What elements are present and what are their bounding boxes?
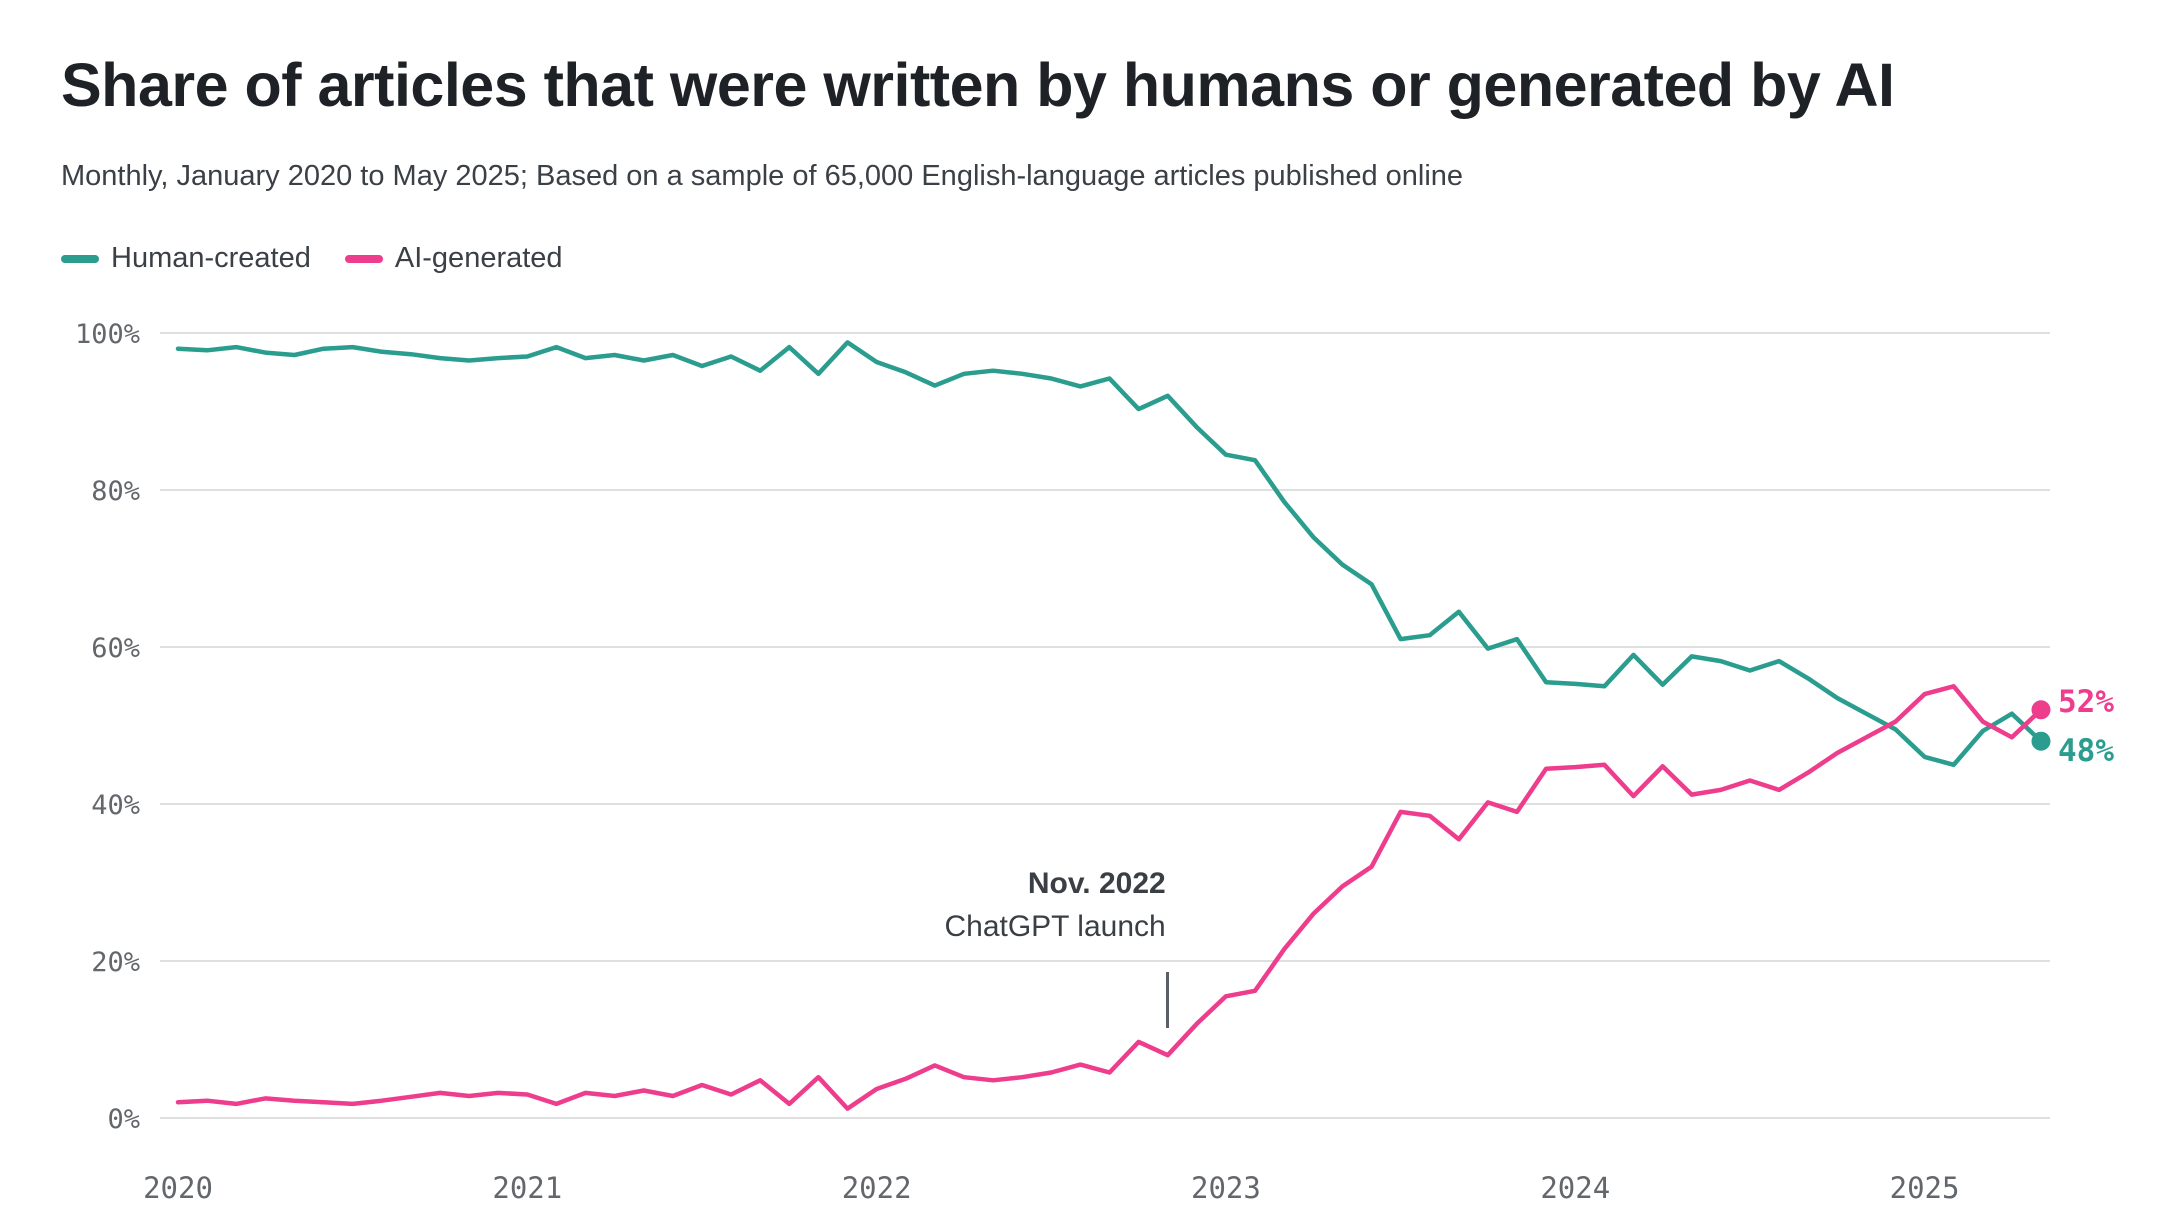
ai-generated-swatch-icon: [344, 254, 383, 263]
ai-generated-end-value-label: 52%: [2058, 683, 2114, 720]
y-axis-tick-label: 20%: [91, 947, 140, 978]
human-created-end-value-label: 48%: [2058, 733, 2114, 770]
human-created-line: [175, 340, 2044, 768]
x-axis-tick-label: 2025: [1890, 1171, 1960, 1205]
legend-item-ai-generated: AI-generated: [344, 242, 563, 275]
y-axis-tick-label: 40%: [91, 790, 140, 821]
legend-label-human-created: Human-created: [111, 242, 311, 274]
y-axis-tick-label: 100%: [75, 319, 140, 350]
y-axis-tick-label: 80%: [91, 476, 140, 507]
y-axis-tick-label: 60%: [91, 633, 140, 664]
x-axis-tick-label: 2021: [492, 1171, 562, 1205]
chart-subtitle: Monthly, January 2020 to May 2025; Based…: [61, 160, 1464, 192]
y-axis-tick-label: 0%: [107, 1104, 140, 1135]
x-axis-tick-label: 2020: [143, 1171, 213, 1205]
ai-generated-end-dot: [2031, 700, 2051, 720]
ai-generated-line: [175, 684, 2044, 1111]
annotation-date: Nov. 2022: [1027, 867, 1166, 900]
chart-legend: Human-created AI-generated: [61, 242, 563, 275]
legend-item-human-created: Human-created: [61, 242, 311, 275]
x-axis-tick-label: 2023: [1191, 1171, 1261, 1205]
x-axis-tick-label: 2022: [842, 1171, 912, 1205]
chatgpt-launch-annotation: Nov. 2022 ChatGPT launch: [944, 862, 1165, 948]
human-created-swatch-icon: [61, 254, 99, 263]
chart-title: Share of articles that were written by h…: [61, 51, 1895, 119]
x-axis-tick-label: 2024: [1540, 1171, 1610, 1205]
annotation-tick-mark: [1166, 972, 1170, 1028]
legend-label-ai-generated: AI-generated: [394, 242, 563, 274]
annotation-text: ChatGPT launch: [944, 910, 1166, 943]
human-created-end-dot: [2031, 731, 2051, 751]
